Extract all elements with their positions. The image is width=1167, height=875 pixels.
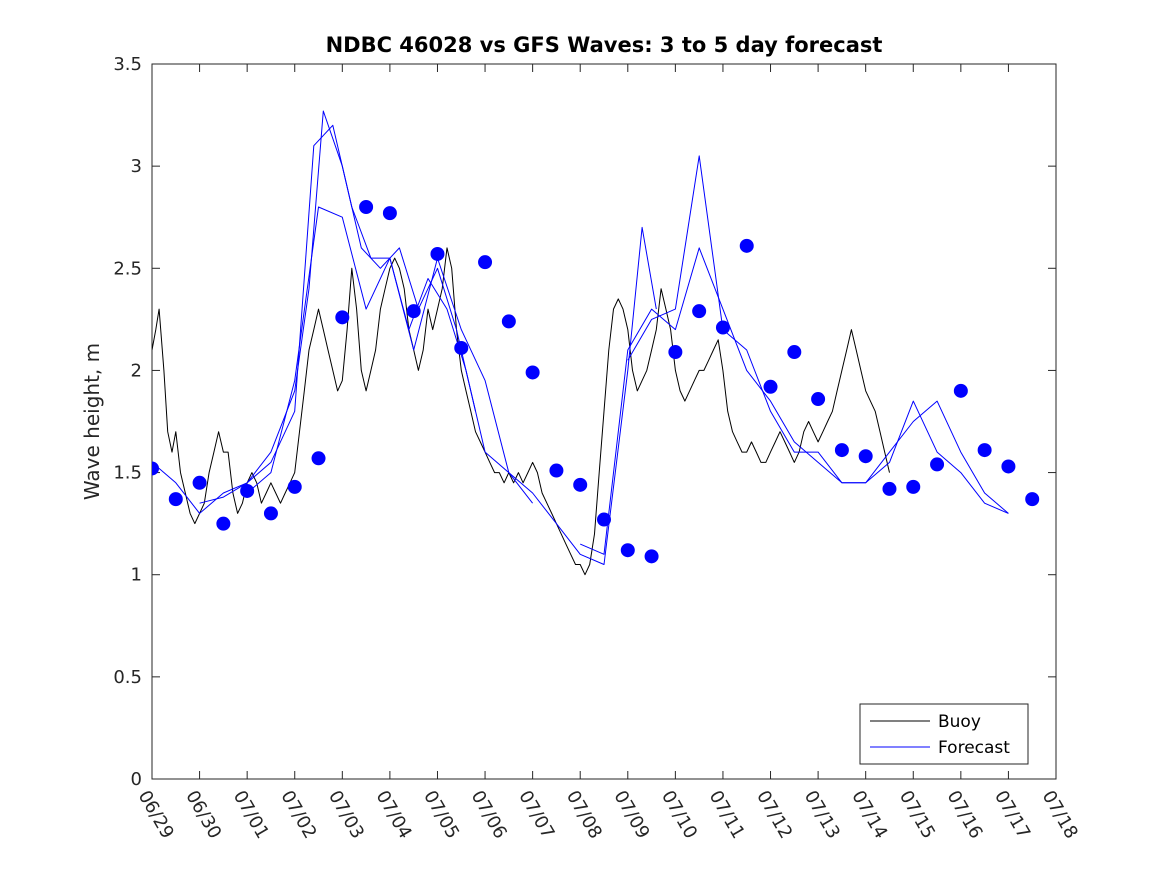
forecast-marker — [573, 477, 588, 492]
forecast-marker — [406, 304, 421, 319]
forecast-marker — [977, 443, 992, 458]
forecast-marker — [478, 255, 493, 270]
forecast-marker — [454, 340, 469, 355]
forecast-marker — [739, 238, 754, 253]
series-group — [152, 110, 1040, 576]
forecast-marker — [620, 543, 635, 558]
forecast-marker — [152, 461, 159, 476]
forecast-marker — [882, 481, 897, 496]
forecast-marker — [930, 457, 945, 472]
forecast-marker — [287, 479, 302, 494]
forecast-marker — [834, 443, 849, 458]
forecast-marker — [311, 451, 326, 466]
forecast-line — [246, 206, 657, 565]
forecast-marker — [335, 310, 350, 325]
forecast-marker — [240, 483, 255, 498]
legend-box — [859, 703, 1029, 765]
forecast-line — [627, 155, 1009, 514]
forecast-marker — [525, 365, 540, 380]
forecast-marker — [359, 200, 374, 214]
axes-frame — [151, 63, 1057, 780]
forecast-marker — [644, 549, 659, 564]
forecast-marker — [858, 449, 873, 464]
buoy-series-line — [152, 247, 890, 576]
forecast-marker — [787, 345, 802, 360]
forecast-marker — [168, 492, 183, 507]
y-tick-label: 3.5 — [113, 54, 142, 75]
forecast-line — [199, 124, 533, 504]
y-tick-label: 0 — [131, 769, 142, 790]
forecast-line — [152, 110, 476, 514]
chart-title: NDBC 46028 vs GFS Waves: 3 to 5 day fore… — [326, 33, 883, 57]
y-axis-label: Wave height, m — [80, 343, 104, 500]
forecast-marker — [811, 392, 826, 407]
y-tick-label: 1 — [131, 565, 142, 586]
legend-label: Forecast — [938, 738, 1010, 758]
forecast-marker — [668, 345, 683, 360]
forecast-marker — [501, 314, 516, 329]
forecast-marker — [430, 246, 445, 261]
legend-label: Buoy — [938, 712, 981, 732]
forecast-marker — [1025, 492, 1040, 507]
forecast-marker — [692, 304, 707, 319]
forecast-line — [580, 247, 1009, 555]
y-tick-label: 3 — [131, 156, 142, 177]
forecast-marker — [382, 206, 397, 221]
forecast-marker — [216, 516, 231, 531]
legend: Buoy Forecast — [859, 703, 1029, 765]
forecast-marker — [597, 512, 611, 527]
forecast-marker — [715, 320, 730, 335]
forecast-marker — [953, 383, 968, 398]
y-tick-label: 2.5 — [113, 258, 142, 279]
y-tick-label: 2 — [131, 360, 142, 381]
forecast-marker — [263, 506, 278, 521]
forecast-marker — [192, 475, 207, 490]
forecast-marker — [549, 463, 564, 478]
forecast-marker — [763, 379, 778, 394]
forecast-marker — [906, 479, 921, 494]
y-tick-label: 0.5 — [113, 667, 142, 688]
y-tick-label: 1.5 — [113, 463, 142, 484]
forecast-marker — [1001, 459, 1016, 474]
